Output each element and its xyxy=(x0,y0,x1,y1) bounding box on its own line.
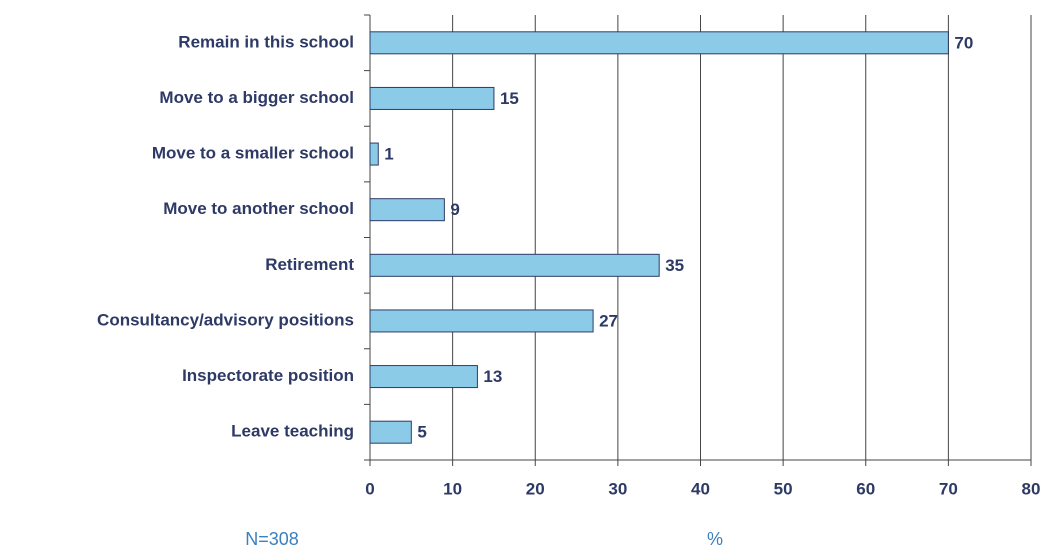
bar xyxy=(369,420,412,444)
x-tick-label: 70 xyxy=(939,479,958,498)
x-tick-label: 40 xyxy=(691,479,710,498)
bar xyxy=(369,31,949,55)
value-label: 5 xyxy=(417,423,426,442)
bar xyxy=(369,142,379,166)
category-label: Inspectorate position xyxy=(182,366,354,385)
x-tick-label: 10 xyxy=(443,479,462,498)
x-tick-label: 30 xyxy=(608,479,627,498)
category-label: Retirement xyxy=(265,255,354,274)
value-label: 13 xyxy=(483,367,502,386)
value-label: 70 xyxy=(954,33,973,52)
category-label: Consultancy/advisory positions xyxy=(97,310,354,329)
x-tick-label: 60 xyxy=(856,479,875,498)
value-label: 27 xyxy=(599,311,618,330)
bar xyxy=(369,198,445,222)
value-label: 35 xyxy=(665,256,684,275)
sample-note: N=308 xyxy=(245,529,299,549)
category-label: Move to a bigger school xyxy=(159,88,354,107)
x-tick-label: 80 xyxy=(1022,479,1041,498)
value-label: 1 xyxy=(384,145,393,164)
bar xyxy=(369,86,495,110)
bar xyxy=(369,365,478,389)
category-label: Move to another school xyxy=(163,199,354,218)
bar xyxy=(369,253,660,277)
x-tick-label: 0 xyxy=(365,479,374,498)
value-label: 9 xyxy=(450,200,459,219)
category-label: Move to a smaller school xyxy=(152,144,354,163)
category-label: Remain in this school xyxy=(178,32,354,51)
x-tick-label: 20 xyxy=(526,479,545,498)
bar xyxy=(369,309,594,333)
x-tick-label: 50 xyxy=(774,479,793,498)
value-label: 15 xyxy=(500,89,519,108)
x-axis-label: % xyxy=(707,529,723,549)
category-label: Leave teaching xyxy=(231,422,354,441)
